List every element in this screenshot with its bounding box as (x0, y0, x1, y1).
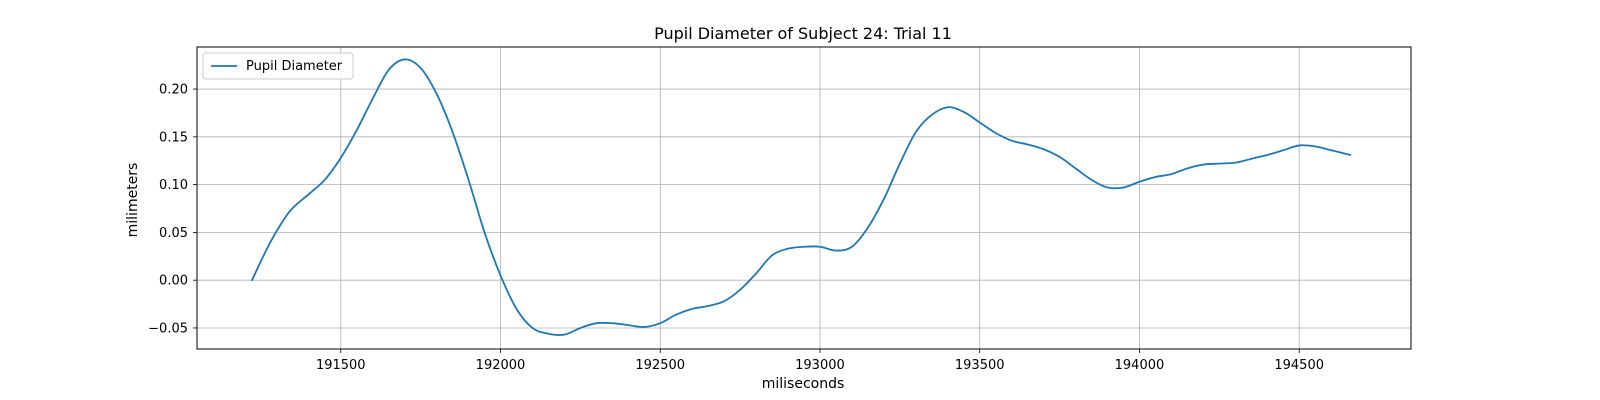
chart-title: Pupil Diameter of Subject 24: Trial 11 (654, 24, 952, 43)
x-tick-label: 194500 (1274, 358, 1324, 373)
plot-frame (196, 46, 1412, 350)
x-tick-label: 191500 (316, 358, 366, 373)
y-tick-label: 0.15 (159, 130, 188, 145)
y-tick-label: 0.00 (159, 274, 188, 289)
legend: Pupil Diameter (202, 52, 354, 80)
series-line-pupil-diameter (251, 58, 1352, 336)
grid-layer (197, 47, 1411, 349)
series-layer (251, 58, 1352, 336)
y-tick-label: 0.10 (159, 178, 188, 193)
y-tick-label: −0.05 (148, 321, 188, 336)
x-tick-label: 193000 (795, 358, 845, 373)
legend-box (202, 52, 354, 80)
x-tick-label: 192500 (635, 358, 685, 373)
x-tick-label: 193500 (955, 358, 1005, 373)
y-axis-label: milimeters (125, 163, 141, 238)
x-tick-label: 192000 (476, 358, 526, 373)
x-axis-label: miliseconds (762, 376, 845, 392)
axes-layer: 191500 192000 192500 193000 193500 194000 1945… (148, 83, 1324, 373)
y-tick-label: 0.20 (159, 83, 188, 98)
x-tick-label: 194000 (1115, 358, 1165, 373)
legend-label: Pupil Diameter (246, 59, 343, 74)
y-tick-label: 0.05 (159, 226, 188, 241)
